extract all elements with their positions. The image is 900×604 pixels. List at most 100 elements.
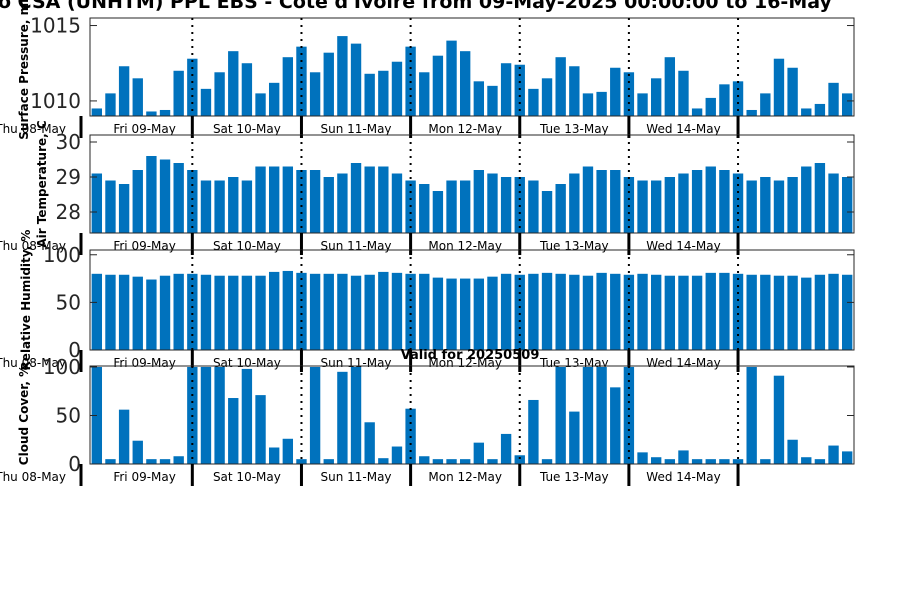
bar — [282, 438, 294, 464]
bar — [378, 458, 389, 464]
bar — [118, 184, 130, 233]
y-axis-label: Air Temperature, C — [35, 120, 49, 248]
bar — [91, 273, 103, 350]
bar — [132, 440, 143, 464]
bar — [364, 422, 375, 464]
x-day-label: Sat 10-May — [213, 122, 281, 136]
bar — [446, 180, 457, 233]
bar — [459, 459, 471, 464]
bar — [282, 270, 294, 350]
x-day-label: Sun 11-May — [320, 470, 391, 484]
bar — [760, 177, 771, 233]
bar — [446, 459, 457, 464]
bar — [228, 51, 239, 116]
bar — [173, 273, 184, 350]
bar — [841, 93, 853, 116]
bar — [528, 88, 539, 116]
bar — [323, 273, 334, 350]
bar — [146, 111, 157, 116]
bar — [678, 275, 689, 350]
bar — [255, 93, 266, 116]
bar — [514, 455, 525, 464]
bar — [828, 173, 839, 233]
y-tick-label: 0 — [68, 452, 81, 476]
bar — [541, 78, 553, 116]
bar — [200, 88, 212, 116]
x-day-label: Tue 13-May — [539, 470, 609, 484]
bar — [105, 274, 116, 350]
bar — [487, 173, 498, 233]
x-day-label: Sun 11-May — [320, 239, 391, 253]
bar — [582, 366, 594, 464]
bar — [214, 366, 225, 464]
bar — [678, 173, 689, 233]
bar — [760, 274, 771, 350]
bar — [664, 57, 676, 116]
bar — [787, 439, 798, 464]
bar — [650, 180, 662, 233]
bar — [569, 66, 580, 116]
bar — [500, 273, 512, 350]
bar — [828, 445, 839, 464]
bar — [841, 177, 853, 233]
bar — [732, 173, 744, 233]
bar — [637, 93, 648, 116]
bar — [309, 366, 321, 464]
bar — [132, 276, 143, 350]
bar — [555, 57, 566, 116]
bar — [473, 170, 485, 233]
bar — [268, 271, 280, 350]
bar — [746, 366, 757, 464]
bar — [255, 395, 266, 464]
bar — [555, 273, 566, 350]
bar — [746, 274, 757, 350]
bar — [391, 446, 403, 464]
bar — [228, 177, 239, 233]
bar — [664, 275, 676, 350]
bar — [719, 84, 730, 116]
bar — [187, 58, 198, 116]
y-axis-label: Cloud Cover, % — [17, 365, 31, 465]
bar — [773, 375, 785, 464]
bar — [569, 173, 580, 233]
bar — [350, 275, 362, 350]
y-tick-label: 1010 — [30, 89, 81, 113]
x-day-label: Mon 12-May — [428, 122, 502, 136]
bar — [487, 276, 498, 350]
bar — [801, 457, 812, 464]
bar — [773, 58, 785, 116]
y-axis-label: Surface Pressure, mb — [17, 0, 31, 140]
axes-box — [89, 249, 855, 351]
bar — [650, 457, 662, 464]
bar — [596, 170, 607, 233]
bar — [200, 180, 212, 233]
bar — [650, 78, 662, 116]
bar — [500, 63, 512, 116]
bar — [691, 275, 703, 350]
x-day-label: Tue 13-May — [539, 239, 609, 253]
bar — [760, 93, 771, 116]
bar — [228, 275, 239, 350]
bar — [200, 366, 212, 464]
bar — [91, 108, 103, 116]
bar — [596, 272, 607, 350]
bar — [828, 82, 839, 116]
bar — [814, 274, 826, 350]
x-day-label: Mon 12-May — [428, 239, 502, 253]
bar — [296, 170, 307, 233]
bar — [487, 85, 498, 116]
bar — [187, 170, 198, 233]
bar — [801, 277, 812, 350]
bar — [337, 173, 348, 233]
bar — [623, 274, 635, 350]
bar — [801, 166, 812, 233]
y-axis-label: Relative Humidity, % — [19, 230, 33, 371]
bar — [582, 275, 594, 350]
bar — [841, 451, 853, 464]
y-tick-label: 28 — [56, 200, 81, 224]
bar — [419, 72, 430, 116]
